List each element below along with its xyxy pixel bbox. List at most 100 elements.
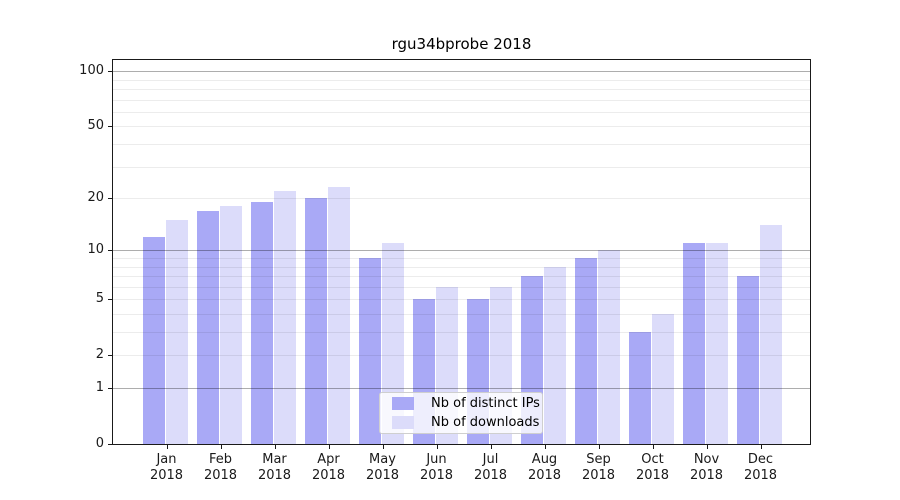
gridline-minor	[113, 266, 810, 268]
gridline-major	[113, 388, 810, 389]
y-tick-mark	[108, 355, 112, 357]
x-tick-year: 2018	[581, 468, 616, 483]
gridline-minor	[113, 332, 810, 333]
y-tick-label: 10	[87, 242, 104, 258]
bar-distinct-ips-nov	[683, 243, 705, 444]
y-tick-label: 1	[95, 380, 104, 395]
x-tick-mark	[544, 445, 546, 449]
x-tick-month: Feb	[208, 452, 233, 467]
y-tick-mark	[108, 388, 112, 389]
y-tick-mark	[108, 299, 112, 301]
x-tick-year: 2018	[365, 468, 400, 483]
x-tick-label: Jan 2018	[135, 452, 199, 484]
x-tick-label: Apr 2018	[297, 452, 361, 484]
x-tick-label: Sep 2018	[567, 452, 631, 484]
y-tick-mark	[108, 71, 112, 73]
x-tick-year: 2018	[149, 468, 184, 483]
x-tick-month: Sep	[586, 452, 611, 467]
bar-distinct-ips-mar	[251, 202, 273, 444]
bar-distinct-ips-sep	[575, 257, 597, 444]
x-tick-mark	[436, 445, 438, 449]
bar-downloads-sep	[598, 250, 620, 444]
legend-swatch-downloads	[392, 416, 414, 429]
gridline-minor	[113, 144, 810, 145]
x-tick-month: Mar	[262, 452, 287, 467]
bar-downloads-feb	[220, 206, 242, 444]
gridline-minor	[113, 79, 810, 81]
x-tick-month: Jul	[482, 452, 499, 467]
gridline-minor	[113, 276, 810, 278]
bar-distinct-ips-jan	[143, 236, 165, 444]
gridline-minor	[113, 257, 810, 259]
y-tick-mark	[108, 250, 112, 252]
x-tick-year: 2018	[419, 468, 454, 483]
x-tick-month: Jan	[156, 452, 177, 467]
x-tick-label: Feb 2018	[189, 452, 253, 484]
y-tick-mark	[108, 126, 112, 128]
x-tick-label: Nov 2018	[675, 452, 739, 484]
x-tick-label: Dec 2018	[729, 452, 793, 484]
legend-item-distinct-ips: Nb of distinct IPs	[392, 396, 542, 411]
y-tick-label: 50	[87, 118, 104, 134]
x-tick-label: Aug 2018	[513, 452, 577, 484]
x-tick-month: Apr	[317, 452, 340, 467]
x-tick-mark	[274, 445, 276, 449]
bar-downloads-mar	[274, 190, 296, 444]
gridline-major	[113, 71, 810, 73]
gridline-minor	[113, 355, 810, 357]
plot-area	[112, 59, 811, 445]
x-tick-year: 2018	[689, 468, 724, 483]
legend: Nb of distinct IPs Nb of downloads	[379, 392, 543, 434]
x-tick-mark	[760, 445, 762, 449]
x-tick-month: Jun	[426, 452, 447, 467]
x-tick-year: 2018	[311, 468, 346, 483]
gridline-minor	[113, 286, 810, 288]
gridline-major	[113, 250, 810, 252]
x-tick-year: 2018	[203, 468, 238, 483]
x-tick-label: Jun 2018	[405, 452, 469, 484]
bar-distinct-ips-may	[359, 257, 381, 444]
x-tick-mark	[490, 445, 492, 449]
gridline-minor	[113, 89, 810, 90]
chart-title: rgu34bprobe 2018	[391, 35, 532, 53]
gridline-minor	[113, 99, 810, 101]
x-tick-label: May 2018	[351, 452, 415, 484]
legend-label-downloads: Nb of downloads	[431, 415, 540, 430]
x-tick-year: 2018	[527, 468, 562, 483]
y-tick-mark	[108, 444, 112, 445]
x-tick-month: Nov	[693, 452, 720, 467]
x-tick-label: Mar 2018	[243, 452, 307, 484]
legend-label-distinct-ips: Nb of distinct IPs	[431, 396, 540, 411]
gridline-minor	[113, 313, 810, 315]
y-tick-mark	[108, 198, 112, 200]
x-tick-label: Jul 2018	[459, 452, 523, 484]
y-tick-label: 100	[79, 63, 104, 79]
gridline-minor	[113, 299, 810, 301]
x-tick-mark	[328, 445, 330, 449]
x-tick-mark	[220, 445, 222, 449]
x-tick-mark	[598, 445, 600, 449]
bar-downloads-jan	[166, 220, 188, 444]
bar-distinct-ips-oct	[629, 332, 651, 444]
x-tick-year: 2018	[635, 468, 670, 483]
bar-distinct-ips-feb	[197, 210, 219, 444]
x-tick-mark	[166, 445, 168, 449]
bar-downloads-aug	[544, 266, 566, 444]
x-tick-year: 2018	[473, 468, 508, 483]
bar-downloads-apr	[328, 187, 350, 444]
x-tick-month: Dec	[747, 452, 774, 467]
x-tick-mark	[652, 445, 654, 449]
x-tick-month: Oct	[641, 452, 664, 467]
bar-downloads-oct	[652, 313, 674, 444]
y-tick-label: 0	[95, 436, 104, 451]
bar-distinct-ips-apr	[305, 198, 327, 444]
legend-item-downloads: Nb of downloads	[392, 415, 542, 430]
y-tick-label: 5	[95, 291, 104, 307]
bar-distinct-ips-dec	[737, 276, 759, 444]
x-tick-mark	[382, 445, 384, 449]
legend-swatch-distinct-ips	[392, 397, 414, 410]
gridline-minor	[113, 111, 810, 113]
x-tick-year: 2018	[257, 468, 292, 483]
x-tick-year: 2018	[743, 468, 778, 483]
